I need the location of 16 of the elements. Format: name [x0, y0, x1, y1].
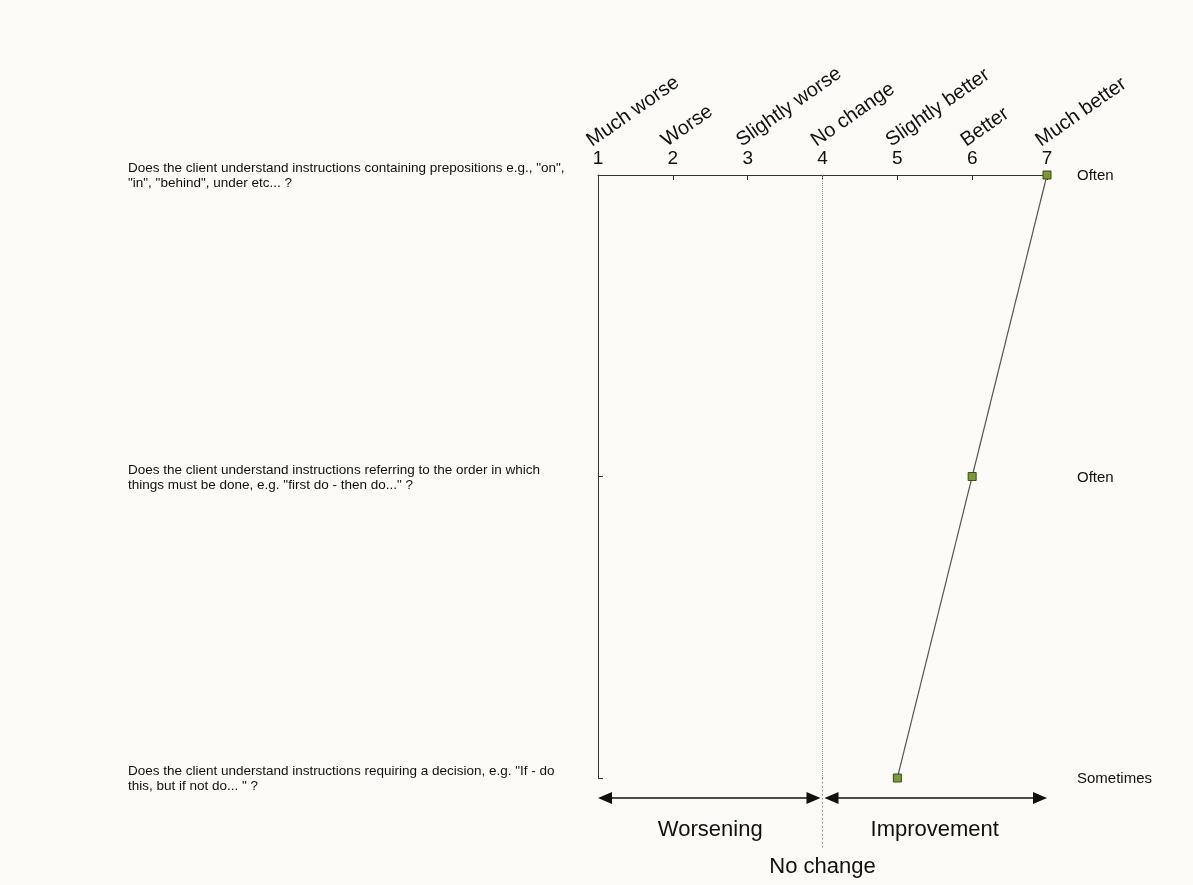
ref-line-label: No change [769, 853, 876, 878]
y-tick-label: Does the client understand instructions requiring a decision, e.g. "If - do this, but if not do... " ? [128, 763, 559, 793]
text: Improvement [870, 816, 999, 841]
x-tick-label: 1 [592, 147, 604, 168]
text: Worsening [657, 816, 763, 841]
y-tick-label: Does the client understand instructions referring to the order in which things must be done, e.g. "first do - then do..." ? [128, 461, 544, 492]
x-tick-label: 6 [966, 147, 978, 168]
x-tick-label: 4 [817, 147, 829, 168]
text: Sometimes [1077, 769, 1153, 786]
y-tick-label: Does the client understand instructions containing prepositions e.g., "on", "in", "behind", under etc... ? [128, 160, 569, 190]
text: Often [1077, 166, 1114, 183]
x-tick-label: 7 [1041, 147, 1053, 168]
text: Often [1077, 467, 1114, 485]
x-tick-label: 3 [742, 147, 753, 168]
x-tick-label: 2 [667, 147, 679, 168]
x-tick-label: 5 [892, 147, 903, 168]
